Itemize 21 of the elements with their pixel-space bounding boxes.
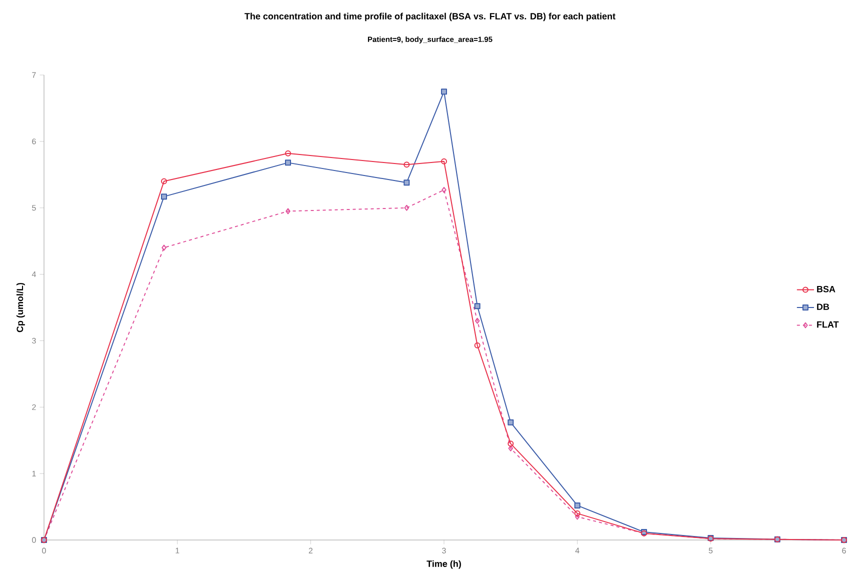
legend-label: DB [817,304,830,310]
x-tick-label: 0 [42,548,46,554]
y-tick-label: 6 [32,138,36,144]
legend-label: BSA [817,286,836,292]
y-tick-label: 2 [32,404,36,410]
y-tick-label: 5 [32,205,36,211]
legend-label: FLAT [817,321,839,328]
x-tick-label: 6 [842,548,846,554]
x-axis-title: Time (h) [426,560,461,569]
y-tick-label: 3 [32,338,36,344]
x-tick-label: 1 [176,548,180,554]
y-axis-title: Cp (umol/L) [16,282,25,332]
x-tick-label: 5 [708,548,713,554]
chart-title: The concentration and time profile of paclitaxel (BSA vs. FLAT vs. DB) for each patient [244,12,616,22]
y-tick-label: 4 [32,272,36,278]
y-tick-label: 1 [32,470,36,476]
x-tick-label: 2 [308,548,312,554]
y-tick-label: 0 [32,537,36,543]
x-tick-label: 3 [442,548,446,554]
y-tick-label: 7 [32,72,36,78]
x-tick-label: 4 [575,548,580,554]
